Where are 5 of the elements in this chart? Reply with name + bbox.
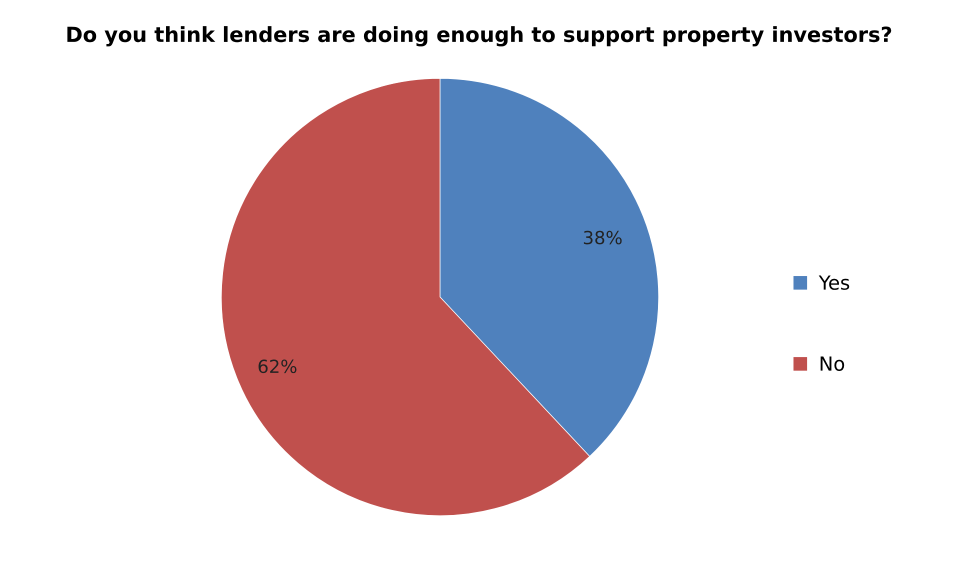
legend-label: No — [820, 356, 844, 371]
data-label: 38% — [584, 230, 622, 244]
chart-title: Do you think lenders are doing enough to support property investors? — [67, 26, 892, 46]
data-label: 62% — [258, 360, 296, 374]
legend-label: Yes — [818, 275, 850, 290]
